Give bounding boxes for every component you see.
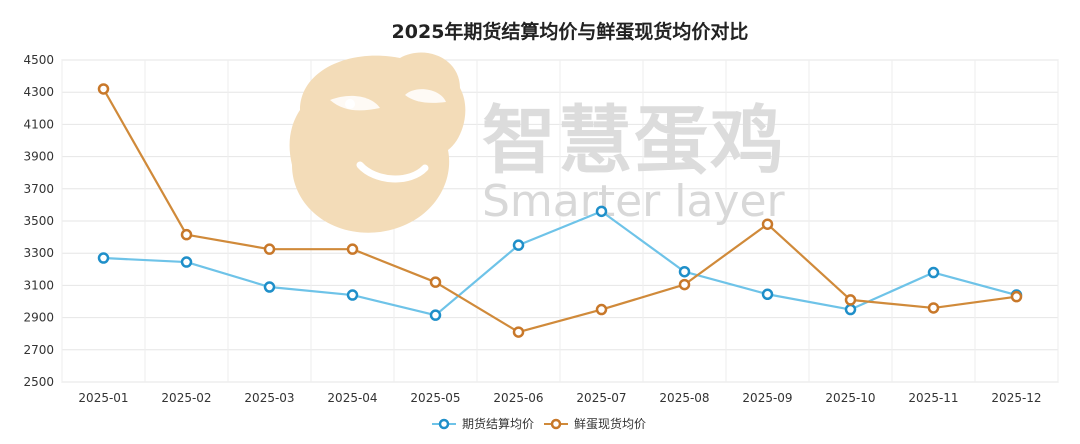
x-tick-label: 2025-08 xyxy=(659,391,709,405)
watermark-brand-cn: 智慧蛋鸡 xyxy=(482,98,786,184)
legend-label-futures: 期货结算均价 xyxy=(462,416,534,431)
legend-marker-spot xyxy=(550,418,562,430)
series-0-point[interactable] xyxy=(844,303,857,316)
series-0-point[interactable] xyxy=(346,289,359,301)
x-tick-label: 2025-12 xyxy=(991,391,1041,405)
legend-item-futures[interactable]: 期货结算均价 xyxy=(432,416,534,431)
y-tick-label: 4500 xyxy=(23,53,54,67)
y-tick-label: 3500 xyxy=(23,214,54,228)
series-1-point[interactable] xyxy=(180,228,193,241)
series-1-point[interactable] xyxy=(927,302,940,314)
series-1-point[interactable] xyxy=(346,243,359,255)
legend-item-spot[interactable]: 鲜蛋现货均价 xyxy=(544,416,646,431)
series-0-point[interactable] xyxy=(263,281,276,293)
x-axis: 2025-01 2025-02 2025-03 2025-04 2025-05 2025-… xyxy=(78,391,1041,405)
x-tick-label: 2025-02 xyxy=(161,391,211,405)
series-0-point[interactable] xyxy=(927,266,940,279)
x-tick-label: 2025-09 xyxy=(742,391,792,405)
series-1-point[interactable] xyxy=(844,294,857,306)
series-1-point[interactable] xyxy=(97,83,110,95)
series-line-1 xyxy=(102,88,1017,334)
chicken-logo-icon xyxy=(289,52,466,233)
y-axis: 2500 2700 2900 3100 3300 3500 3700 3900 4100 4300… xyxy=(23,53,54,389)
series-layer xyxy=(97,83,1023,338)
legend-label-spot: 鲜蛋现货均价 xyxy=(574,416,646,431)
x-tick-label: 2025-04 xyxy=(327,391,377,405)
y-tick-label: 3700 xyxy=(23,182,54,196)
x-tick-label: 2025-10 xyxy=(825,391,875,405)
series-0-point[interactable] xyxy=(678,265,691,278)
series-1-point[interactable] xyxy=(595,303,608,316)
series-1-point[interactable] xyxy=(761,218,774,230)
y-tick-label: 4300 xyxy=(23,85,54,99)
series-1-point[interactable] xyxy=(263,243,276,255)
x-tick-label: 2025-01 xyxy=(78,391,128,405)
watermark-brand-en: Smarter layer xyxy=(482,176,786,227)
y-tick-label: 2500 xyxy=(23,375,54,389)
series-0-point[interactable] xyxy=(761,288,774,301)
series-0-point[interactable] xyxy=(97,252,110,264)
series-0-point[interactable] xyxy=(429,309,442,321)
legend[interactable]: 期货结算均价 鲜蛋现货均价 xyxy=(432,416,646,431)
y-tick-label: 4100 xyxy=(23,117,54,131)
series-0-point[interactable] xyxy=(512,239,525,251)
y-tick-label: 2700 xyxy=(23,343,54,357)
x-tick-label: 2025-05 xyxy=(410,391,460,405)
x-tick-label: 2025-11 xyxy=(908,391,958,405)
x-tick-label: 2025-07 xyxy=(576,391,626,405)
watermark: 智慧蛋鸡 Smarter layer xyxy=(289,52,786,233)
series-0-point[interactable] xyxy=(180,256,193,268)
legend-marker-futures xyxy=(438,418,450,430)
x-tick-label: 2025-03 xyxy=(244,391,294,405)
chart-title: 2025年期货结算均价与鲜蛋现货均价对比 xyxy=(392,20,749,43)
series-1-point[interactable] xyxy=(429,276,442,288)
series-1-point[interactable] xyxy=(678,278,691,291)
y-tick-label: 3100 xyxy=(23,278,54,292)
series-1-point[interactable] xyxy=(1010,290,1023,303)
y-tick-label: 2900 xyxy=(23,311,54,325)
series-line-0 xyxy=(103,210,1017,317)
y-tick-label: 3900 xyxy=(23,150,54,164)
y-tick-label: 3300 xyxy=(23,246,54,260)
series-0-point[interactable] xyxy=(595,205,608,218)
series-1-point[interactable] xyxy=(512,326,525,338)
x-tick-label: 2025-06 xyxy=(493,391,543,405)
